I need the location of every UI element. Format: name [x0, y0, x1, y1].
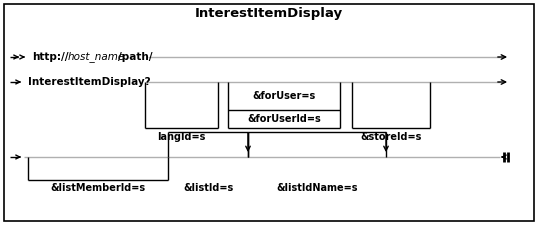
Text: host_name: host_name [68, 52, 125, 63]
Text: &listId=s: &listId=s [183, 183, 233, 193]
Text: langId=s: langId=s [157, 132, 206, 142]
Text: &forUserId=s: &forUserId=s [247, 114, 321, 124]
Text: &listMemberId=s: &listMemberId=s [51, 183, 146, 193]
Text: &listIdName=s: &listIdName=s [276, 183, 358, 193]
Text: InterestItemDisplay?: InterestItemDisplay? [28, 77, 151, 87]
FancyBboxPatch shape [4, 4, 534, 221]
Text: InterestItemDisplay: InterestItemDisplay [195, 7, 343, 20]
Text: /path/: /path/ [118, 52, 152, 62]
Text: http://: http:// [32, 52, 68, 62]
Text: &storeId=s: &storeId=s [360, 132, 422, 142]
Text: &forUser=s: &forUser=s [252, 91, 316, 101]
